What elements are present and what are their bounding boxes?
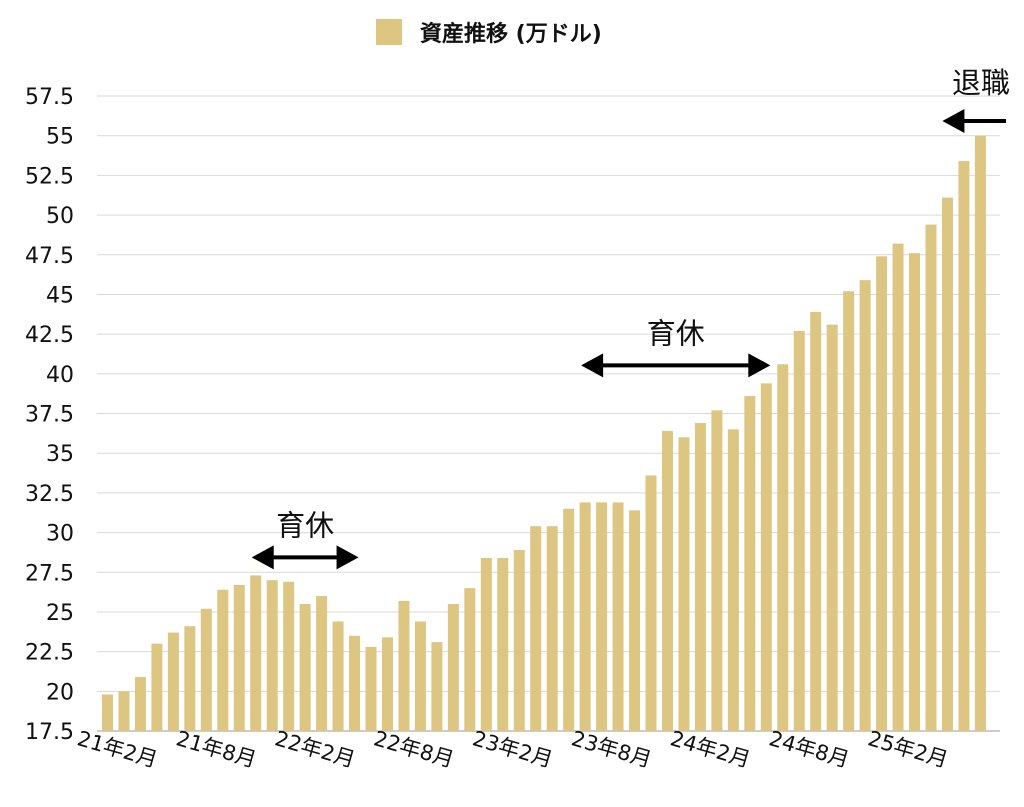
bar: [958, 161, 970, 731]
bar: [365, 646, 377, 731]
bar: [381, 637, 393, 731]
annotation-label: 育休: [276, 508, 334, 542]
y-tick-label: 27.5: [25, 561, 74, 586]
bar: [596, 502, 608, 731]
bar: [332, 621, 344, 731]
bar: [678, 437, 690, 731]
bar: [941, 197, 953, 732]
y-tick-label: 30: [46, 522, 74, 547]
bar: [497, 557, 509, 731]
y-tick-label: 32.5: [25, 482, 74, 507]
bar: [760, 383, 772, 731]
bar: [217, 589, 229, 731]
bar: [480, 557, 492, 731]
y-tick-label: 37.5: [25, 403, 74, 428]
y-axis-tick-labels: 17.5 20 22.5 25 27.5 30 32.5 35 37.5 40 42.5 45 47.5…: [25, 85, 74, 745]
bar: [134, 677, 146, 731]
y-tick-label: 55: [46, 125, 74, 150]
legend-swatch: [376, 19, 402, 45]
bar: [793, 330, 805, 731]
bar: [464, 588, 476, 731]
bar: [184, 626, 196, 731]
bar: [266, 580, 278, 731]
bar: [727, 429, 739, 731]
y-tick-label: 17.5: [25, 720, 74, 745]
bar: [546, 526, 558, 731]
bar: [118, 691, 130, 731]
arrow-head: [581, 353, 604, 378]
bar: [299, 604, 311, 731]
bar: [744, 396, 756, 731]
y-tick-label: 22.5: [25, 641, 74, 666]
y-tick-label: 40: [46, 363, 74, 388]
legend-label: 資産推移 (万ドル): [420, 21, 602, 47]
bar: [810, 311, 822, 731]
x-tick-label: 25年2月: [865, 726, 951, 772]
x-tick-label: 22年2月: [272, 726, 358, 772]
x-axis-tick-labels: 21年2月 21年8月 22年2月 22年8月 23年2月 23年8月 24年2月 24年8月…: [75, 726, 951, 772]
y-tick-label: 20: [46, 680, 74, 705]
bar: [316, 596, 328, 731]
bar: [579, 502, 591, 731]
bar: [694, 423, 706, 731]
bar: [826, 324, 838, 731]
y-tick-label: 47.5: [25, 244, 74, 269]
arrow-head: [748, 353, 771, 378]
bar: [892, 243, 904, 731]
bar: [661, 430, 673, 731]
arrow-head: [942, 109, 965, 133]
bar: [530, 526, 542, 731]
annotation-label: 退職: [952, 66, 1010, 100]
bars: [102, 135, 986, 732]
x-tick-label: 23年8月: [569, 726, 655, 772]
bar: [711, 410, 723, 731]
annotation-label: 育休: [647, 316, 705, 350]
bar: [777, 364, 789, 731]
bar: [563, 508, 575, 731]
y-tick-label: 35: [46, 442, 74, 467]
bar: [876, 256, 888, 731]
legend: 資産推移 (万ドル): [376, 19, 602, 47]
bar: [974, 135, 986, 731]
bar: [612, 502, 624, 731]
y-tick-label: 52.5: [25, 164, 74, 189]
bar: [909, 253, 921, 731]
bar: [398, 600, 410, 731]
bar: [151, 643, 163, 731]
y-tick-label: 57.5: [25, 85, 74, 110]
bar: [925, 224, 937, 731]
bar: [843, 291, 855, 731]
bar: [349, 635, 361, 731]
bar: [859, 280, 871, 731]
bar: [283, 581, 295, 731]
x-tick-label: 24年8月: [766, 726, 852, 772]
bar: [102, 694, 113, 731]
bar: [629, 510, 641, 731]
x-tick-label: 21年8月: [173, 726, 259, 772]
bar: [414, 621, 426, 731]
x-tick-label: 22年8月: [371, 726, 457, 772]
y-tick-label: 25: [46, 601, 74, 626]
bar: [233, 584, 245, 731]
y-tick-label: 45: [46, 283, 74, 308]
y-tick-label: 42.5: [25, 323, 74, 348]
x-tick-label: 23年2月: [470, 726, 556, 772]
bar: [431, 642, 443, 731]
bar: [447, 604, 459, 731]
x-tick-label: 24年2月: [668, 726, 754, 772]
bar: [513, 550, 525, 731]
bar: [250, 575, 262, 731]
bar: [645, 475, 657, 731]
arrow-head: [336, 545, 359, 570]
y-tick-label: 50: [46, 204, 74, 229]
bar: [200, 608, 212, 731]
arrow-head: [251, 545, 274, 570]
bar: [167, 632, 179, 731]
x-tick-label: 21年2月: [75, 726, 161, 772]
